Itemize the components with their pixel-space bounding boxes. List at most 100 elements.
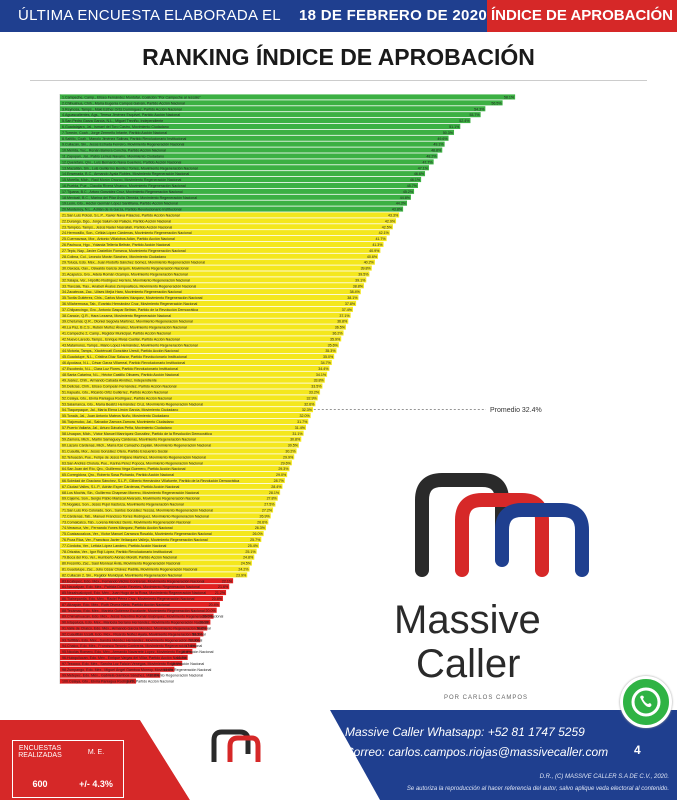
category-label: 22.Durango, Dgo., Jorge Salum del Palaci…: [62, 219, 171, 223]
value-label: 33.2%: [309, 391, 320, 395]
category-label: 39.Chetumal, Q.R., Otoniel Segovia Martí…: [62, 320, 193, 324]
bar: [60, 141, 445, 147]
value-label: 21.6%: [218, 585, 229, 589]
category-label: 60.Lázaro Cárdenas, Mich., María Itzé Ca…: [62, 444, 211, 448]
bar: [60, 572, 248, 578]
category-label: 79.Boca del Río, Ver., Humberto Alonso M…: [62, 556, 177, 560]
contact-phone[interactable]: Massive Caller Whatsapp: +52 81 1747 525…: [345, 725, 585, 739]
category-label: 68.Los Mochis, Sin., Guillermo Chapman M…: [62, 491, 199, 495]
value-label: 19.6%: [202, 615, 213, 619]
value-label: 33.8%: [314, 379, 325, 383]
bar: [60, 507, 274, 513]
value-label: 36.8%: [337, 320, 348, 324]
category-label: 37.Chilpancingo, Gro., Antonio Gaspar Be…: [62, 308, 198, 312]
small-brand-line-1: Massive: [202, 766, 243, 778]
value-label: 35.3%: [325, 349, 336, 353]
value-label: 30.5%: [288, 444, 299, 448]
bar: [60, 171, 426, 177]
category-label: 7.Torreón, Coah., Jorge Zermeño Infante,…: [62, 131, 167, 135]
whatsapp-icon[interactable]: [620, 676, 672, 728]
bar: [60, 531, 264, 537]
value-label: 41.3%: [372, 243, 383, 247]
category-label: 48.Santa Catarina, N.L., Héctor Castillo…: [62, 373, 179, 377]
bar: [60, 218, 397, 224]
category-label: 51.Irapuato, Gto., Ricardo Ortiz Gutiérr…: [62, 391, 168, 395]
value-label: 16.9%: [181, 650, 192, 654]
category-label: 85.Nezahualcóyotl, Edo. Méx., Juan Hugo …: [62, 591, 206, 595]
value-label: 31.7%: [297, 420, 308, 424]
category-label: 19.León, Gto., Héctor Germán López Santi…: [62, 202, 178, 206]
phone-icon: [631, 687, 661, 717]
category-label: 66.Soledad de Graciano Sánchez, S.L.P., …: [62, 479, 239, 483]
value-label: 54.3%: [474, 107, 485, 111]
value-label: 40.2%: [364, 261, 375, 265]
bar: [60, 578, 234, 584]
value-label: 58.1%: [504, 96, 515, 100]
page-title: RANKING ÍNDICE DE APROBACIÓN: [142, 44, 535, 70]
value-label: 47.1%: [418, 166, 429, 170]
category-label: 40.La Paz, B.C.S., Rubén Muñoz Álvarez, …: [62, 326, 187, 330]
value-label: 45.2%: [403, 190, 414, 194]
value-label: 18.3%: [192, 632, 203, 636]
category-label: 86.Tlalnepantla, Edo. Méx., Raciel Pérez…: [62, 597, 195, 601]
category-label: 74.Veracruz, Ver., Fernando Yunes Márque…: [62, 526, 173, 530]
value-label: 42.9%: [385, 219, 396, 223]
bar: [60, 106, 486, 112]
value-label: 17.9%: [189, 638, 200, 642]
bar: [60, 678, 136, 684]
category-label: 9.Culiacán, Sin., Jesús Estrada Ferreiro…: [62, 143, 184, 147]
category-label: 30.Oaxaca, Oax., Oswaldo García Jarquín,…: [62, 267, 189, 271]
category-label: 17.Tijuana, B.C., Arturo González Cruz, …: [62, 190, 183, 194]
category-label: 1.Campeche, Camp., Eliseo Fernández Mont…: [62, 96, 202, 100]
small-logo: Massive Caller: [200, 728, 270, 796]
massive-caller-logo: Massive Caller POR CARLOS CAMPOS: [392, 470, 612, 701]
category-label: 76.Poza Rica, Ver., Francisco Javier Vel…: [62, 538, 208, 542]
bar: [60, 188, 415, 194]
value-label: 47.7%: [422, 160, 433, 164]
value-label: 44.3%: [396, 202, 407, 206]
category-label: 93.Tultitlán, Edo. Méx., Sandra Méndez H…: [62, 638, 202, 642]
category-label: 64.San Juan del Río, Qro., Guillermo Veg…: [62, 467, 186, 471]
bar: [60, 253, 379, 259]
category-label: 36.Villahermosa, Tab., Evaristo Hernánde…: [62, 302, 198, 306]
bar: [60, 123, 461, 129]
bar: [60, 590, 227, 596]
contact-email[interactable]: Correo: carlos.campos.riojas@massivecall…: [345, 745, 609, 759]
bar: [60, 672, 161, 678]
value-label: 32.3%: [302, 408, 313, 412]
bar: [60, 413, 311, 419]
value-label: 29.0%: [276, 473, 287, 477]
bar: [60, 601, 220, 607]
category-label: 83.Ecatepec, Edo. Méx., Fernando Vilchis…: [62, 579, 205, 583]
value-label: 20.4%: [209, 603, 220, 607]
bar: [60, 289, 361, 295]
value-label: 35.6%: [328, 343, 339, 347]
value-label: 16.3%: [176, 656, 187, 660]
logo-mark-icon: [415, 473, 589, 577]
value-label: 19.2%: [199, 621, 210, 625]
bar: [60, 454, 295, 460]
bar: [60, 637, 201, 643]
category-label: 6.Guadalajara, Jal., Ismael del Toro Cas…: [62, 125, 169, 129]
category-label: 25.Cuernavaca, Mor., Antonio Villalobos …: [62, 237, 175, 241]
value-label: 40.6%: [367, 255, 378, 259]
value-label: 26.6%: [257, 520, 268, 524]
category-label: 10.Mérida, Yuc., Renán Barrera Concha, P…: [62, 149, 166, 153]
bar: [60, 519, 269, 525]
bar: [60, 401, 316, 407]
category-label: 23.Tampico, Tamps., Jesús Nader Nasralla…: [62, 225, 172, 229]
brand-line-1: Massive: [394, 598, 541, 642]
category-label: 42.Nuevo Laredo, Tamps., Enrique Rivas C…: [62, 337, 180, 341]
bar: [60, 595, 223, 601]
bar: [60, 395, 318, 401]
value-label: 14.6%: [163, 668, 174, 672]
value-label: 29.9%: [283, 455, 294, 459]
category-label: 11.Zapopan, Jal., Pablo Lemus Navarro, M…: [62, 155, 164, 159]
value-label: 48.2%: [426, 155, 437, 159]
value-label: 39.8%: [361, 267, 372, 271]
bar: [60, 247, 381, 253]
value-label: 31.4%: [295, 426, 306, 430]
value-label: 50.3%: [443, 131, 454, 135]
bar: [60, 607, 217, 613]
value-label: 34.4%: [318, 367, 329, 371]
